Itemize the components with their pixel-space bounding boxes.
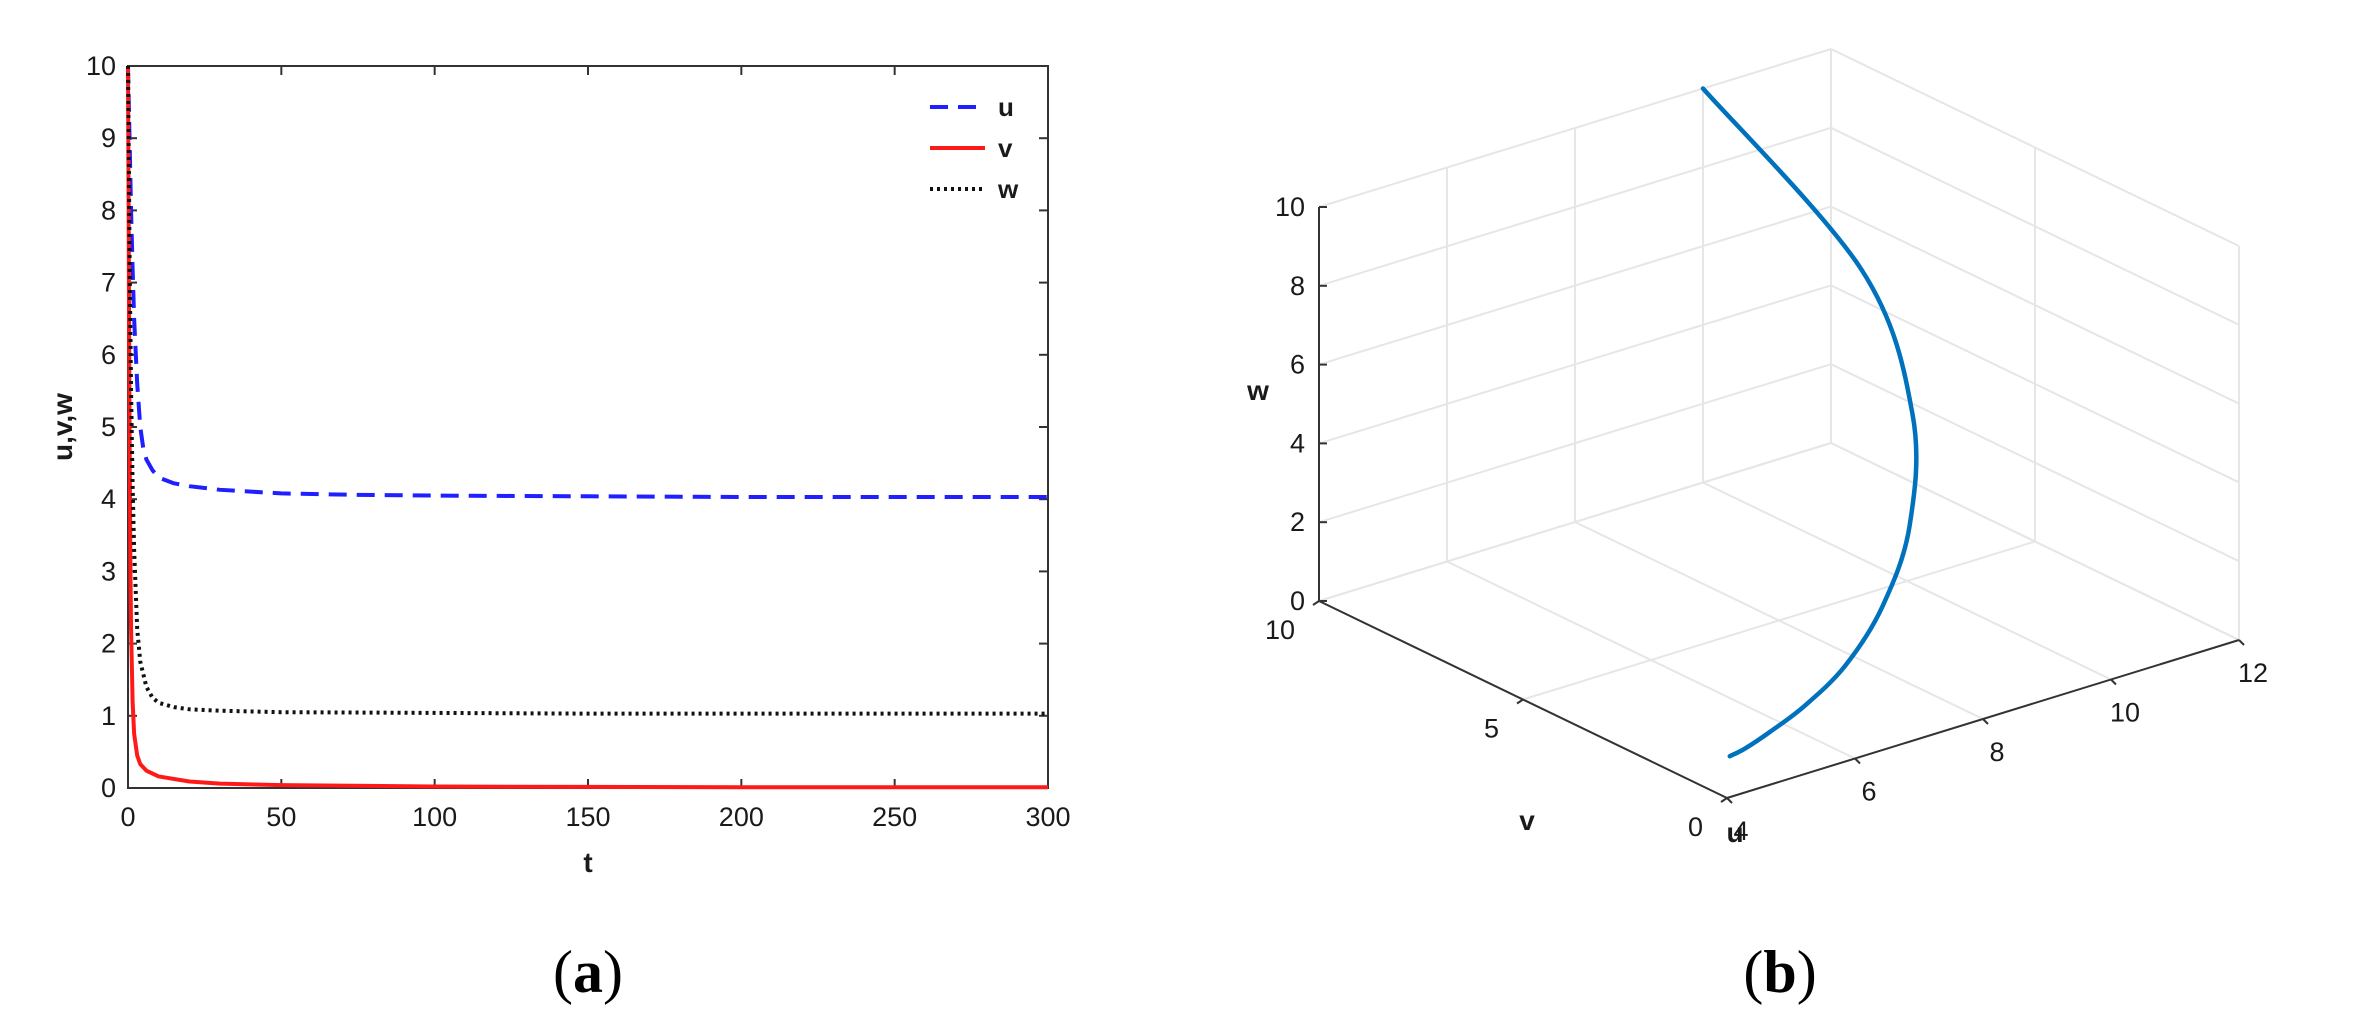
legend-label-u: u (998, 92, 1014, 122)
v-axis-label: v (1519, 805, 1535, 836)
u-tick (1726, 797, 1733, 804)
x-tick-label: 0 (120, 802, 135, 832)
u-tick-label: 4 (1733, 816, 1748, 846)
u-tick-label: 12 (2238, 658, 2268, 688)
w-tick-label: 10 (1275, 192, 1305, 222)
x-tick-label: 300 (1025, 802, 1070, 832)
wall-grid-line (1830, 363, 2240, 563)
w-tick-label: 4 (1290, 428, 1305, 458)
x-tick-labels: 0 50 100 150 200 250 300 (120, 802, 1070, 832)
v-tick (1312, 600, 1320, 606)
y-tick-label: 5 (101, 412, 116, 442)
legend-label-w: w (997, 174, 1019, 204)
u-tick (1982, 718, 1989, 725)
3d-axes (1312, 206, 2245, 804)
u-tick (2238, 639, 2245, 646)
plot-frame (127, 65, 1049, 789)
w-tick-label: 6 (1290, 350, 1305, 380)
u-tick-label: 6 (1861, 777, 1876, 807)
w-axis-label: w (1246, 375, 1269, 406)
x-axis-label: t (583, 847, 592, 878)
v-tick-label: 10 (1265, 615, 1295, 645)
caption-a: (a) (553, 939, 623, 1005)
series-line-u (126, 65, 1048, 500)
wall-grid-line (1830, 48, 2240, 247)
series-line-w (126, 65, 1048, 716)
u-tick (2110, 678, 2117, 686)
legend-label-v: v (998, 133, 1013, 163)
v-tick (1720, 797, 1728, 803)
y-tick-label: 7 (101, 268, 116, 298)
series-line-v (126, 65, 1048, 790)
wall-grid-line (1830, 205, 2240, 405)
y-axis-label: u,v,w (47, 393, 78, 461)
wall-grid-line (1318, 284, 1832, 445)
y-tick-label: 1 (101, 701, 116, 731)
x-tick-label: 100 (412, 802, 457, 832)
v-tick-label: 0 (1688, 812, 1703, 842)
y-tick-label: 8 (101, 195, 116, 225)
w-tick-label: 0 (1290, 586, 1305, 616)
x-tick-label: 200 (719, 802, 764, 832)
y-tick-label: 9 (101, 123, 116, 153)
v-tick (1516, 698, 1524, 705)
x-tick-label: 150 (565, 802, 610, 832)
wall-grid-line (1830, 284, 2240, 484)
w-tick-label: 8 (1290, 271, 1305, 301)
wall-grid-line (1318, 48, 1832, 208)
u-tick-label: 8 (1989, 737, 2004, 767)
wall-grid-line (1318, 442, 1832, 602)
y-tick-label: 4 (101, 484, 116, 514)
u-axis-label: u (1726, 817, 1743, 848)
y-tick-label: 10 (86, 51, 116, 81)
legend: uvw (930, 92, 1019, 204)
wall-grid-line (1318, 205, 1832, 366)
series-lines (126, 65, 1048, 790)
v-tick-label: 5 (1484, 714, 1499, 744)
y-tick-label: 6 (101, 340, 116, 370)
tick-marks (127, 65, 1049, 789)
trajectory-line (1700, 86, 1919, 759)
u-tick-label: 10 (2110, 698, 2140, 728)
wall-grid-line (1318, 363, 1832, 524)
y-tick-labels: 0 1 2 3 4 5 6 7 8 9 10 (86, 51, 116, 803)
x-tick-label: 250 (872, 802, 917, 832)
trajectory-curve (1700, 86, 1919, 759)
3d-grid (1318, 48, 2240, 799)
caption-b: (b) (1743, 939, 1816, 1005)
y-tick-label: 2 (101, 629, 116, 659)
wall-grid-line (1830, 442, 2240, 641)
y-tick-label: 3 (101, 556, 116, 586)
x-tick-label: 50 (266, 802, 296, 832)
floor-grid-line (1522, 540, 2036, 701)
u-tick (1854, 757, 1861, 765)
w-tick-label: 2 (1290, 507, 1305, 537)
wall-grid-line (1318, 126, 1832, 287)
y-tick-label: 0 (101, 773, 116, 803)
wall-grid-line (1830, 126, 2240, 326)
